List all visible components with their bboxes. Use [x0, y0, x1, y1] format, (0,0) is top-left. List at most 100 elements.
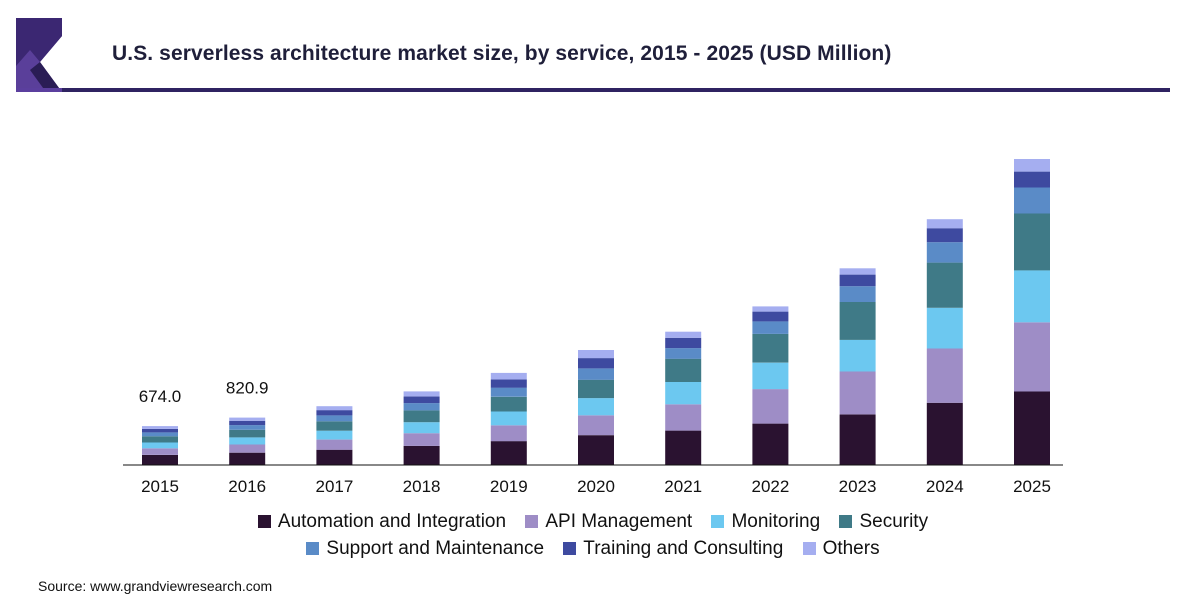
bar-segment-2020-1: [578, 435, 614, 465]
bar-segment-2024-6: [926, 228, 963, 243]
bar-segment-2025-4: [1014, 213, 1050, 271]
x-tick-label: 2020: [577, 477, 615, 496]
legend-item-automation: Automation and Integration: [257, 511, 507, 533]
bar-segment-2022-2: [752, 389, 789, 424]
legend-swatch: [802, 542, 816, 555]
title-divider-accent: [16, 88, 62, 92]
bar-segment-2020-7: [578, 350, 614, 359]
bar-segment-2018-2: [403, 433, 440, 446]
bar-segment-2015-6: [142, 428, 178, 433]
legend-swatch: [306, 542, 320, 555]
bar-segment-2021-3: [665, 382, 702, 405]
legend-item-others: Others: [802, 538, 880, 560]
bar-segment-2017-3: [316, 430, 353, 440]
legend-item-api-management: API Management: [525, 511, 692, 533]
legend-item-security: Security: [839, 511, 928, 533]
bar-segment-2022-1: [752, 423, 789, 465]
legend-swatch: [839, 515, 853, 528]
stacked-bar-chart: 2015 2016 2017 2018 2019 2020 2021 2022 2023 2024…: [123, 159, 1063, 496]
bar-segment-2016-1: [229, 452, 266, 465]
legend-row-1: Automation and Integration API Managemen…: [0, 511, 1186, 533]
legend-label: Monitoring: [731, 511, 821, 532]
bar-segment-2016-5: [229, 425, 266, 430]
bar-segment-2017-5: [316, 415, 353, 422]
bar-segment-2019-6: [490, 379, 527, 388]
x-tick-label: 2025: [1013, 477, 1051, 496]
bar-segment-2022-4: [752, 333, 789, 363]
data-labels: 674.0 820.9: [139, 379, 269, 407]
x-tick-label: 2023: [839, 477, 877, 496]
bar-segment-2015-1: [142, 455, 178, 465]
bar-segment-2016-7: [229, 417, 266, 421]
x-tick-label: 2022: [751, 477, 789, 496]
header: U.S. serverless architecture market size…: [16, 18, 1170, 92]
bar-segment-2024-1: [926, 402, 963, 465]
bar-segment-2019-1: [490, 441, 527, 465]
x-tick-label: 2015: [141, 477, 179, 496]
x-tick-label: 2019: [490, 477, 528, 496]
bar-segment-2017-2: [316, 439, 353, 450]
bar-segment-2015-2: [142, 448, 178, 455]
bar-segment-2015-7: [142, 426, 178, 429]
bar-segment-2018-7: [403, 391, 440, 397]
bar-segment-2017-7: [316, 406, 353, 411]
legend-label: Support and Maintenance: [326, 538, 545, 559]
x-tick-label: 2017: [315, 477, 353, 496]
bar-segment-2023-1: [839, 414, 876, 465]
bar-segment-2019-4: [490, 396, 527, 412]
chart-title: U.S. serverless architecture market size…: [112, 42, 892, 65]
legend-row-2: Support and Maintenance Training and Con…: [0, 538, 1186, 560]
bar-segment-2019-3: [490, 411, 527, 426]
legend-swatch: [257, 515, 271, 528]
legend-label: Others: [822, 538, 880, 559]
legend-label: API Management: [545, 511, 693, 532]
bar-segment-2023-7: [839, 268, 876, 275]
bar-segment-2015-3: [142, 442, 178, 449]
legend-swatch: [711, 515, 725, 528]
bar-segment-2021-1: [665, 430, 702, 465]
bar-segment-2021-6: [665, 337, 702, 349]
bar-segment-2018-5: [403, 403, 440, 411]
bar-segment-2020-3: [578, 398, 614, 416]
x-tick-label: 2021: [664, 477, 702, 496]
x-tick-label: 2018: [403, 477, 441, 496]
bar-segment-2023-2: [839, 371, 876, 415]
title-divider: [16, 88, 1170, 92]
legend-label: Automation and Integration: [277, 511, 507, 532]
bar-segment-2023-4: [839, 302, 876, 340]
bar-segment-2025-7: [1014, 159, 1050, 172]
bar-segment-2022-3: [752, 362, 789, 390]
bar-segment-2025-6: [1014, 171, 1050, 188]
bar-segment-2024-2: [926, 348, 963, 403]
bar-segment-2022-5: [752, 321, 789, 334]
bar-segment-2025-5: [1014, 187, 1050, 214]
bar-segment-2025-1: [1014, 391, 1050, 465]
legend-label: Training and Consulting: [583, 538, 784, 559]
bar-segment-2024-5: [926, 242, 963, 263]
bar-segment-2016-2: [229, 444, 266, 453]
bar-segment-2022-6: [752, 311, 789, 322]
bar-segment-2019-2: [490, 425, 527, 442]
bar-segment-2016-6: [229, 420, 266, 426]
bar-segment-2018-4: [403, 410, 440, 423]
x-tick-label: 2016: [228, 477, 266, 496]
x-tick-labels: 2015 2016 2017 2018 2019 2020 2021 2022 2023 2024…: [141, 477, 1051, 496]
bar-segment-2015-5: [142, 432, 178, 437]
bar-segment-2021-5: [665, 348, 702, 359]
bar-segment-2017-1: [316, 449, 353, 465]
brand-logo-icon: [16, 18, 62, 92]
legend-item-training: Training and Consulting: [563, 538, 783, 560]
legend-swatch: [563, 542, 577, 555]
bar-segment-2025-2: [1014, 322, 1050, 392]
bar-segment-2019-7: [490, 372, 527, 380]
bar-segment-2016-3: [229, 437, 266, 445]
bar-segment-2023-6: [839, 274, 876, 287]
bar-segment-2018-6: [403, 396, 440, 404]
bars-group: [142, 159, 1050, 465]
bar-segment-2023-3: [839, 339, 876, 372]
bar-segment-2015-4: [142, 436, 178, 443]
bar-segment-2019-5: [490, 387, 527, 397]
legend-label: Security: [859, 511, 929, 532]
legend-item-support: Support and Maintenance: [306, 538, 544, 560]
legend-item-monitoring: Monitoring: [711, 511, 820, 533]
